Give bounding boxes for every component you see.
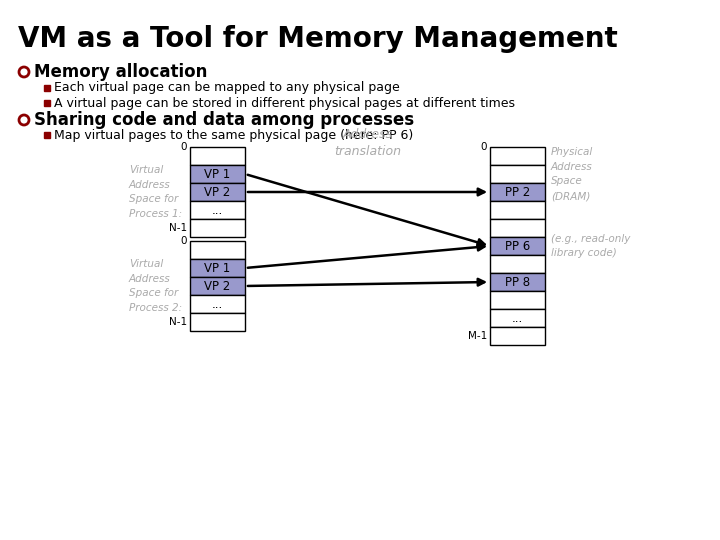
Circle shape	[19, 115, 29, 125]
Bar	[190, 147, 245, 165]
Text: N-1: N-1	[169, 223, 187, 233]
Bar	[190, 241, 245, 259]
Text: VP 2: VP 2	[204, 280, 230, 293]
Bar	[190, 295, 245, 313]
Text: PP 6: PP 6	[505, 240, 530, 253]
Text: Virtual
Address
Space for
Process 1:: Virtual Address Space for Process 1:	[129, 165, 182, 219]
Bar	[490, 183, 545, 201]
Bar	[190, 201, 245, 219]
Text: Address
translation: Address translation	[334, 129, 401, 158]
Bar	[490, 147, 545, 165]
Bar	[44, 85, 50, 91]
Text: PP 8: PP 8	[505, 275, 530, 288]
Text: 0: 0	[480, 142, 487, 152]
Text: 0: 0	[181, 236, 187, 246]
Text: VM as a Tool for Memory Management: VM as a Tool for Memory Management	[18, 25, 618, 53]
Bar	[490, 291, 545, 309]
Bar	[490, 219, 545, 237]
Bar	[190, 277, 245, 295]
Bar	[190, 183, 245, 201]
Text: A virtual page can be stored in different physical pages at different times: A virtual page can be stored in differen…	[54, 97, 515, 110]
Bar	[490, 255, 545, 273]
Bar	[44, 132, 50, 138]
Bar	[190, 259, 245, 277]
Text: Virtual
Address
Space for
Process 2:: Virtual Address Space for Process 2:	[129, 259, 182, 313]
Text: Map virtual pages to the same physical page (here: PP 6): Map virtual pages to the same physical p…	[54, 129, 413, 141]
Bar	[190, 313, 245, 331]
Text: VP 1: VP 1	[204, 167, 230, 180]
Text: 0: 0	[181, 142, 187, 152]
Bar	[190, 219, 245, 237]
Text: N-1: N-1	[169, 317, 187, 327]
Text: ...: ...	[212, 204, 223, 217]
Text: Each virtual page can be mapped to any physical page: Each virtual page can be mapped to any p…	[54, 82, 400, 94]
Bar	[490, 273, 545, 291]
Bar	[190, 165, 245, 183]
Text: PP 2: PP 2	[505, 186, 530, 199]
Bar	[44, 100, 50, 106]
Text: ...: ...	[512, 312, 523, 325]
Bar	[490, 237, 545, 255]
Bar	[490, 309, 545, 327]
Bar	[490, 201, 545, 219]
Bar	[490, 165, 545, 183]
Circle shape	[19, 67, 29, 77]
Text: VP 2: VP 2	[204, 186, 230, 199]
Text: Memory allocation: Memory allocation	[34, 63, 207, 81]
Text: M-1: M-1	[468, 331, 487, 341]
Text: ...: ...	[212, 298, 223, 310]
Text: (e.g., read-only
library code): (e.g., read-only library code)	[551, 234, 631, 258]
Text: Sharing code and data among processes: Sharing code and data among processes	[34, 111, 414, 129]
Bar	[490, 327, 545, 345]
Text: Physical
Address
Space
(DRAM): Physical Address Space (DRAM)	[551, 147, 593, 201]
Text: VP 1: VP 1	[204, 261, 230, 274]
